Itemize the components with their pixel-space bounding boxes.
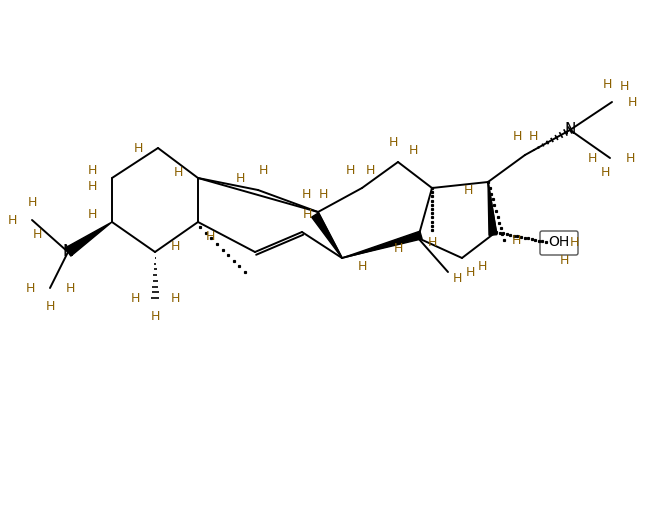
Text: H: H [319, 187, 328, 201]
Text: H: H [408, 144, 418, 156]
Text: H: H [512, 130, 522, 144]
FancyBboxPatch shape [540, 231, 578, 255]
Text: H: H [235, 171, 244, 185]
Text: H: H [32, 228, 41, 242]
Text: H: H [466, 266, 475, 279]
Text: H: H [170, 241, 180, 253]
Text: H: H [88, 164, 97, 176]
Text: H: H [625, 151, 635, 165]
Text: H: H [134, 142, 143, 154]
Text: H: H [173, 167, 182, 180]
Text: N: N [62, 245, 73, 260]
Polygon shape [311, 213, 342, 258]
Text: H: H [259, 164, 268, 176]
Text: H: H [587, 151, 597, 165]
Text: H: H [559, 253, 568, 266]
Text: H: H [303, 207, 312, 221]
Text: H: H [88, 180, 97, 192]
Polygon shape [65, 222, 112, 256]
Text: H: H [569, 235, 578, 248]
Text: H: H [301, 187, 311, 201]
Text: H: H [388, 135, 397, 148]
Text: H: H [393, 242, 403, 254]
Polygon shape [342, 231, 422, 258]
Text: H: H [150, 309, 160, 323]
Text: OH: OH [548, 235, 570, 249]
Text: H: H [25, 282, 35, 294]
Text: H: H [130, 291, 140, 305]
Polygon shape [488, 182, 497, 235]
Text: N: N [564, 123, 576, 137]
Text: H: H [511, 233, 520, 247]
Text: H: H [65, 282, 75, 294]
Text: H: H [7, 213, 17, 227]
Text: H: H [428, 235, 437, 248]
Text: H: H [627, 95, 637, 109]
Text: H: H [619, 81, 629, 93]
Text: H: H [88, 207, 97, 221]
Text: H: H [528, 130, 538, 144]
Text: H: H [464, 184, 473, 196]
Text: H: H [45, 300, 55, 312]
Text: H: H [170, 291, 180, 305]
Text: H: H [601, 167, 610, 180]
Text: H: H [205, 230, 214, 244]
Text: H: H [27, 195, 37, 208]
Text: H: H [365, 164, 375, 176]
Text: H: H [478, 260, 487, 272]
Text: H: H [345, 164, 355, 176]
Text: H: H [603, 77, 612, 90]
Text: H: H [357, 260, 367, 272]
Text: H: H [452, 271, 462, 285]
